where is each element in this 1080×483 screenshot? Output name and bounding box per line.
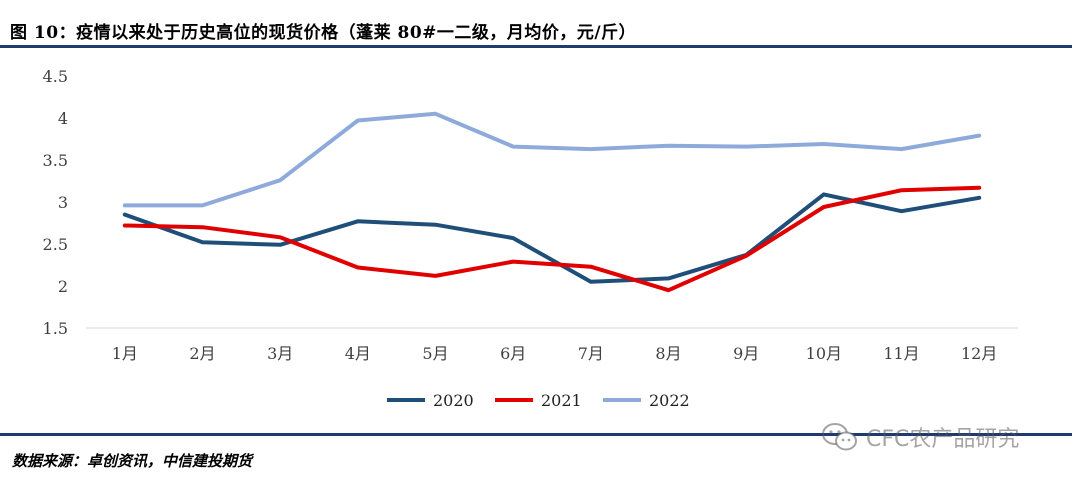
x-tick-label: 9月: [733, 344, 759, 363]
x-tick-label: 1月: [112, 344, 138, 363]
line-chart: 1.5 2 2.5 3 3.5 4 4.5 1月 2月 3月 4月 5月 6月 7月 8月 9月 10月 11月…: [43, 67, 1018, 410]
bottom-divider: [0, 433, 1072, 436]
x-tick-label: 8月: [655, 344, 681, 363]
x-tick-label: 11月: [883, 344, 919, 363]
legend-label-2022: 2022: [649, 391, 690, 410]
series-lines: [122, 111, 982, 293]
source-note: 数据来源：卓创资讯，中信建投期货: [12, 452, 253, 470]
top-divider: [0, 45, 1072, 48]
x-tick-label: 12月: [961, 344, 997, 363]
y-tick-label: 2: [58, 277, 68, 296]
legend-label-2021: 2021: [541, 391, 582, 410]
series-line-2022: [122, 111, 982, 208]
x-tick-label: 4月: [345, 344, 371, 363]
y-tick-label: 2.5: [43, 235, 68, 254]
wechat-icon: [822, 423, 857, 451]
x-axis-ticks: 1月 2月 3月 4月 5月 6月 7月 8月 9月 10月 11月 12月: [112, 344, 998, 363]
y-tick-label: 3.5: [43, 151, 68, 170]
y-tick-label: 4: [58, 109, 68, 128]
x-tick-label: 5月: [422, 344, 448, 363]
figure-title: 图 10：疫情以来处于历史高位的现货价格（蓬莱 80#一二级，月均价，元/斤）: [10, 23, 637, 43]
x-tick-label: 3月: [267, 344, 293, 363]
watermark: CFC农产品研究: [820, 421, 1019, 453]
x-tick-label: 6月: [500, 344, 526, 363]
series-line-2021: [122, 185, 982, 293]
legend: 2020 2021 2022: [387, 391, 690, 410]
watermark-text: CFC农产品研究: [866, 427, 1020, 452]
series-line-2020: [122, 192, 982, 284]
x-tick-label: 10月: [806, 344, 842, 363]
y-tick-label: 3: [58, 193, 68, 212]
y-tick-label: 4.5: [43, 67, 68, 86]
x-tick-label: 7月: [578, 344, 604, 363]
y-tick-label: 1.5: [43, 319, 68, 338]
y-axis-ticks: 1.5 2 2.5 3 3.5 4 4.5: [43, 67, 68, 338]
legend-label-2020: 2020: [433, 391, 474, 410]
x-tick-label: 2月: [189, 344, 215, 363]
